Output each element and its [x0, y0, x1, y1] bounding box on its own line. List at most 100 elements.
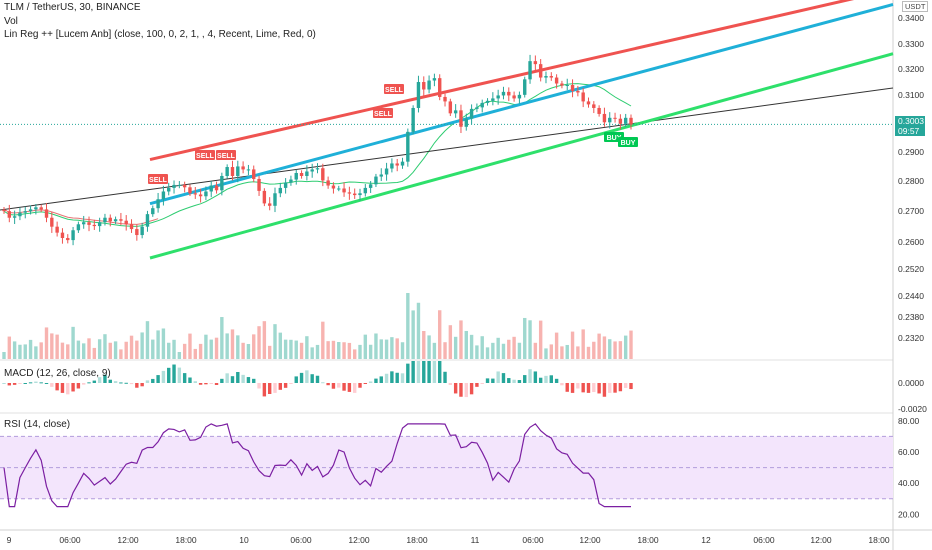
candle-body: [517, 94, 522, 99]
candle-body: [602, 113, 607, 123]
candle-body: [209, 185, 213, 192]
volume-bar: [432, 342, 437, 359]
macd-histogram-bar: [496, 371, 500, 383]
candle-body: [12, 216, 17, 218]
time-axis-tick: 12: [701, 535, 711, 545]
macd-histogram-bar: [135, 383, 139, 388]
macd-histogram-bar: [374, 378, 378, 383]
volume-bar: [182, 343, 187, 359]
macd-histogram-bar: [427, 361, 431, 383]
candle-body: [113, 219, 118, 222]
macd-histogram-bar: [469, 383, 474, 395]
candle-body: [151, 208, 155, 215]
macd-histogram-bar: [204, 383, 208, 385]
sell-signal-badge: [384, 84, 404, 94]
macd-histogram-bar: [161, 370, 166, 383]
regression-lower-band: [149, 52, 894, 260]
macd-histogram-bar: [50, 383, 54, 387]
volume-bar: [124, 341, 128, 359]
volume-bar: [167, 342, 171, 359]
candle-body: [560, 83, 564, 86]
volume-bar: [368, 344, 373, 359]
macd-histogram-bar: [443, 371, 447, 383]
volume-bar: [55, 334, 59, 359]
macd-histogram-bar: [156, 375, 160, 383]
volume-label[interactable]: Vol: [4, 16, 18, 27]
macd-histogram-bar: [592, 383, 596, 393]
volume-bar: [156, 330, 160, 359]
candle-body: [368, 184, 373, 188]
volume-bar: [512, 336, 516, 359]
candle-body: [108, 217, 112, 222]
volume-bar: [448, 325, 453, 359]
macd-histogram-bar: [538, 377, 543, 383]
candle-body: [140, 226, 144, 236]
macd-histogram-bar: [23, 383, 27, 384]
sell-signal-text: SELL: [149, 177, 168, 184]
macd-label[interactable]: MACD (12, 26, close, 9): [4, 368, 111, 379]
macd-histogram-bar: [560, 383, 564, 386]
candle-body: [23, 211, 27, 213]
macd-axis-tick: -0.0020: [898, 404, 927, 414]
macd-histogram-bar: [209, 383, 213, 384]
time-axis-tick: 06:00: [753, 535, 775, 545]
last-price-badge: 0.3003 09:57: [895, 116, 925, 136]
symbol-title[interactable]: TLM / TetherUS, 30, BINANCE: [4, 2, 141, 13]
macd-histogram-bar: [278, 383, 283, 390]
volume-bar: [92, 347, 97, 359]
candle-body: [363, 187, 368, 194]
candle-body: [28, 209, 33, 212]
volume-bar: [172, 339, 176, 359]
candle-body: [406, 131, 410, 162]
candle-body: [358, 193, 362, 196]
macd-histogram-bar: [225, 373, 229, 383]
volume-bar: [214, 337, 219, 359]
candle-body: [310, 169, 314, 172]
sell-signal-badge: [148, 174, 168, 184]
volume-bar: [262, 321, 267, 359]
macd-histogram-bar: [299, 372, 304, 383]
macd-histogram-bar: [438, 361, 442, 383]
candle-body: [592, 104, 596, 108]
macd-histogram-bar: [167, 367, 171, 383]
price-axis-tick: 0.3100: [898, 90, 924, 100]
macd-histogram-bar: [2, 383, 6, 384]
volume-bar: [384, 339, 389, 359]
candle-body: [586, 101, 591, 105]
macd-histogram-bar: [331, 383, 336, 389]
volume-bar: [246, 344, 251, 359]
candle-body: [55, 226, 59, 233]
volume-bar: [76, 340, 81, 359]
candle-body: [188, 187, 192, 194]
rsi-label[interactable]: RSI (14, close): [4, 419, 71, 430]
candle-body: [427, 80, 431, 90]
volume-bar: [358, 344, 362, 359]
macd-histogram-bar: [379, 376, 383, 383]
sell-signal-badge: [373, 108, 393, 118]
macd-histogram-bar: [294, 376, 298, 383]
macd-histogram-bar: [629, 383, 633, 390]
volume-bar: [2, 352, 6, 359]
candle-body: [491, 98, 495, 101]
candle-body: [475, 107, 479, 109]
linreg-indicator-label[interactable]: Lin Reg ++ [Lucem Anb] (close, 100, 0, 2…: [4, 29, 316, 40]
volume-bar: [60, 342, 65, 359]
macd-histogram-bar: [363, 383, 368, 384]
candle-body: [337, 188, 341, 190]
time-axis-tick: 06:00: [59, 535, 81, 545]
currency-badge[interactable]: USDT: [902, 1, 929, 12]
candle-body: [97, 222, 102, 227]
volume-bar: [278, 332, 283, 359]
volume-bar: [538, 320, 543, 359]
macd-histogram-bar: [480, 383, 484, 384]
macd-histogram-bar: [475, 383, 479, 387]
candle-body: [135, 229, 139, 236]
volume-bar: [294, 340, 298, 359]
volume-bar: [586, 346, 591, 359]
macd-histogram-bar: [554, 378, 559, 383]
time-axis-tick: 18:00: [637, 535, 659, 545]
rsi-axis-tick: 20.00: [898, 509, 920, 519]
candle-body: [82, 222, 86, 225]
